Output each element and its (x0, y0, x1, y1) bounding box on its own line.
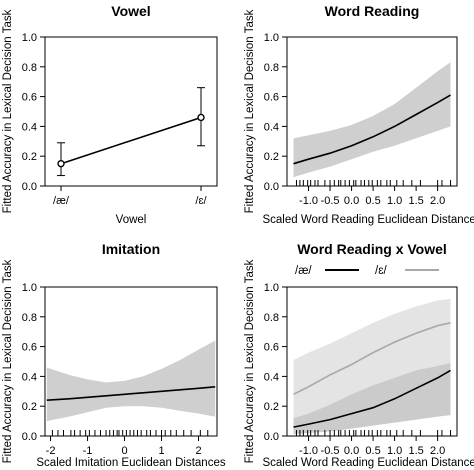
x-tick-label: 1.5 (408, 195, 423, 207)
x-tick-label: /ɛ/ (195, 195, 207, 207)
y-tick-label: 1.0 (264, 282, 279, 294)
x-tick-label: 1.0 (387, 195, 402, 207)
confidence-band (293, 322, 451, 435)
data-point (57, 159, 65, 168)
y-tick-label: 1.0 (22, 32, 37, 44)
series-line (293, 369, 451, 428)
x-tick-label: 2.0 (430, 445, 445, 457)
plot-frame (44, 286, 218, 437)
series-line (46, 386, 216, 401)
y-tick-label: 0.4 (22, 121, 37, 133)
y-tick-label: 0.0 (264, 431, 279, 443)
y-tick-label: 0.2 (22, 401, 37, 413)
panel-imitation: Imitation Fitted Accuracy in Lexical Deci… (2, 241, 226, 469)
y-axis-label: Fitted Accuracy in Lexical Decision Task (2, 259, 14, 463)
x-tick-label: /æ/ (53, 195, 70, 207)
x-tick-label: -1.0 (299, 195, 318, 207)
y-tick-label: 0.8 (264, 62, 279, 74)
x-tick-label: 2 (195, 445, 201, 457)
panel-title: Imitation (102, 241, 160, 257)
legend-label: /æ/ (295, 265, 312, 277)
x-axis-label: Scaled Imitation Euclidean Distances (36, 457, 225, 469)
data-point (197, 113, 205, 122)
y-tick-label: 0.8 (22, 62, 37, 74)
y-axis-label: Fitted Accuracy in Lexical Decision Task (244, 259, 256, 463)
y-tick-label: 0.6 (264, 92, 279, 104)
panel-title: Word Reading x Vowel (297, 241, 447, 257)
y-tick-label: 0.0 (22, 431, 37, 443)
y-tick-label: 0.8 (264, 312, 279, 324)
plot-frame (44, 36, 218, 187)
y-tick-label: 1.0 (264, 32, 279, 44)
x-tick-label: -0.5 (321, 445, 340, 457)
panel-title: Vowel (111, 3, 150, 19)
x-tick-label: -1 (83, 445, 93, 457)
legend-label: /ɛ/ (375, 265, 387, 277)
y-tick-label: 0.6 (22, 92, 37, 104)
y-axis-label: Fitted Accuracy in Lexical Decision Task (244, 9, 256, 213)
x-tick-label: 0.0 (344, 445, 359, 457)
y-tick-label: 0.2 (264, 151, 279, 163)
panel-word-reading-x-vowel: Word Reading x Vowel Fitted Accuracy in L… (244, 241, 474, 469)
y-axis-label: Fitted Accuracy in Lexical Decision Task (2, 9, 14, 213)
x-tick-label: -0.5 (321, 195, 340, 207)
panel-vowel: Vowel Fitted Accuracy in Lexical Decision… (2, 3, 218, 226)
panel-title: Word Reading (325, 3, 420, 19)
x-tick-label: 0 (121, 445, 127, 457)
legend: /æ/ /ɛ/ (295, 265, 439, 277)
x-axis-label: Scaled Word Reading Euclidean Distances (262, 214, 474, 226)
y-tick-label: 0.6 (22, 342, 37, 354)
confidence-band (293, 298, 451, 419)
x-tick-label: -2 (46, 445, 56, 457)
x-axis-label: Vowel (116, 214, 147, 226)
plot-frame (286, 36, 458, 187)
y-tick-label: 0.0 (264, 181, 279, 193)
x-tick-label: 0.0 (344, 195, 359, 207)
x-tick-label: 1.5 (408, 445, 423, 457)
x-tick-label: 2.0 (430, 195, 445, 207)
x-axis-label: Scaled Word Reading Euclidean Distances (262, 457, 474, 469)
x-tick-label: 1.0 (387, 445, 402, 457)
series-line (293, 322, 451, 396)
y-tick-label: 0.2 (22, 151, 37, 163)
series-line (293, 94, 451, 165)
x-tick-label: 0.5 (365, 445, 380, 457)
plot-frame (286, 286, 458, 437)
y-tick-label: 1.0 (22, 282, 37, 294)
y-tick-label: 0.8 (22, 312, 37, 324)
y-tick-label: 0.4 (264, 121, 279, 133)
confidence-band (46, 340, 216, 422)
y-tick-label: 0.6 (264, 342, 279, 354)
x-tick-label: 1 (158, 445, 164, 457)
y-tick-label: 0.4 (264, 371, 279, 383)
y-tick-label: 0.4 (22, 371, 37, 383)
confidence-band (293, 62, 451, 178)
x-tick-label: -1.0 (299, 445, 318, 457)
y-tick-label: 0.0 (22, 181, 37, 193)
x-tick-label: 0.5 (365, 195, 380, 207)
panel-word-reading: Word Reading Fitted Accuracy in Lexical D… (244, 3, 474, 226)
series-line (60, 116, 202, 165)
y-tick-label: 0.2 (264, 401, 279, 413)
